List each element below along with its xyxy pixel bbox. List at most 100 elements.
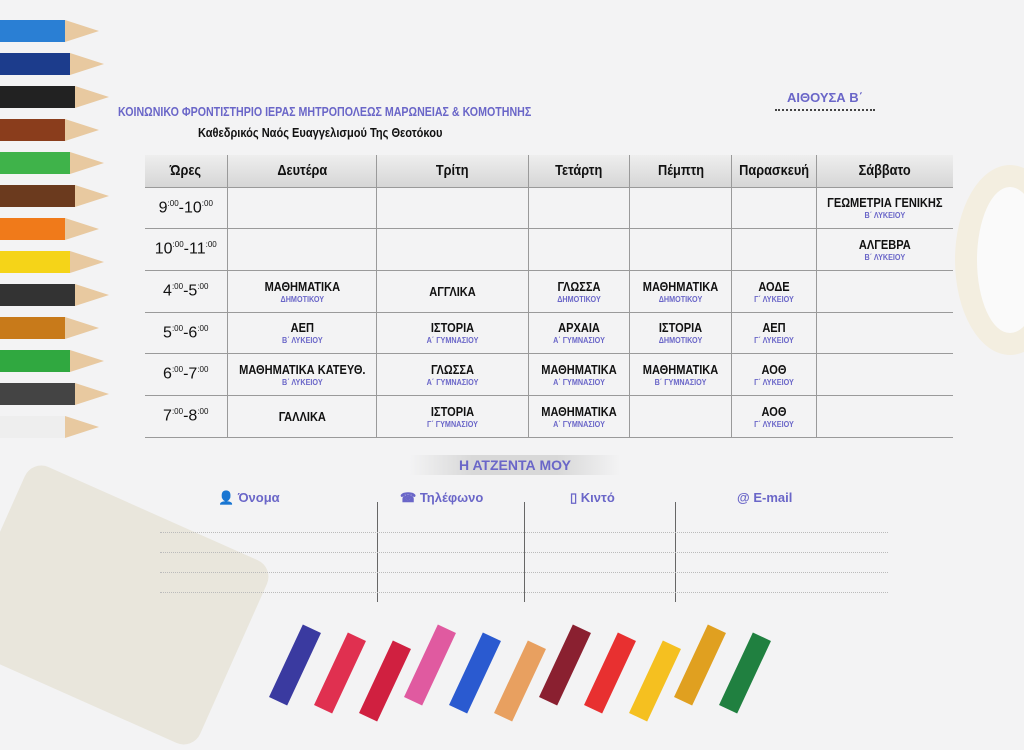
column-header-label: Ώρες xyxy=(170,162,202,180)
subject: ΜΑΘΗΜΑΤΙΚΑ ΚΑΤΕΥΘ. xyxy=(238,362,366,378)
subject: ΓΛΩΣΣΑ xyxy=(557,278,601,294)
lesson-cell: ΑΟΘ Γ΄ ΛΥΚΕΙΟΥ xyxy=(731,395,817,438)
school-subtitle: Καθεδρικός Ναός Ευαγγελισμού Της Θεοτόκο… xyxy=(198,125,443,140)
table-row: 10:00-11:00 ΑΛΓΕΒΡΑ Β΄ ΛΥΚΕΙΟΥ xyxy=(145,228,953,271)
lesson-cell xyxy=(731,228,817,271)
lesson-cell: ΜΑΘΗΜΑΤΙΚΑ ΔΗΜΟΤΙΚΟΥ xyxy=(629,270,732,313)
table-row: 4:00-5:00 ΜΑΘΗΜΑΤΙΚΑ ΔΗΜΟΤΙΚΟΥ ΑΓΓΛΙΚΑ ΓΛΩΣΣ… xyxy=(145,270,953,313)
room-label: ΑΙΘΟΥΣΑ Β΄ xyxy=(775,90,875,111)
pencil-image xyxy=(0,284,109,306)
subject: ΜΑΘΗΜΑΤΙΚΑ xyxy=(541,362,617,378)
class-level: ΔΗΜΟΤΙΚΟΥ xyxy=(280,293,324,304)
telephone-icon: ☎ xyxy=(400,490,417,505)
lesson-cell: ΜΑΘΗΜΑΤΙΚΑ Β΄ ΓΥΜΝΑΣΙΟΥ xyxy=(629,353,732,396)
lesson-cell: ΜΑΘΗΜΑΤΙΚΑ ΚΑΤΕΥΘ. Β΄ ΛΥΚΕΙΟΥ xyxy=(226,353,377,396)
class-level: Γ΄ ΛΥΚΕΙΟΥ xyxy=(754,377,795,388)
column-header: Ώρες xyxy=(145,155,227,188)
class-level: Γ΄ ΛΥΚΕΙΟΥ xyxy=(754,293,795,304)
pencil-image xyxy=(0,383,109,405)
subject: ΜΑΘΗΜΑΤΙΚΑ xyxy=(642,362,719,378)
lesson-cell: ΜΑΘΗΜΑΤΙΚΑ Α΄ ΓΥΜΝΑΣΙΟΥ xyxy=(528,395,630,438)
class-level: Β΄ ΛΥΚΕΙΟΥ xyxy=(864,210,906,221)
pencil-image xyxy=(719,632,771,714)
class-level: Α΄ ΓΥΜΝΑΣΙΟΥ xyxy=(426,335,479,346)
time-slot: 4:00-5:00 xyxy=(145,270,227,313)
column-header-label: Πέμπτη xyxy=(657,162,704,180)
time-slot: 9:00-10:00 xyxy=(145,187,227,230)
write-line xyxy=(160,572,888,573)
lesson-cell xyxy=(226,228,377,271)
lesson-cell xyxy=(731,187,817,230)
subject: ΑΟΔΕ xyxy=(758,278,790,294)
school-title: ΚΟΙΝΩΝΙΚΟ ΦΡΟΝΤΙΣΤΗΡΙΟ ΙΕΡΑΣ ΜΗΤΡΟΠΟΛΕΩΣ… xyxy=(118,104,532,119)
pencil-image xyxy=(0,218,99,240)
person-icon: 👤 xyxy=(218,490,235,505)
lesson-cell: ΙΣΤΟΡΙΑ Γ΄ ΓΥΜΝΑΣΙΟΥ xyxy=(376,395,529,438)
column-header: Τετάρτη xyxy=(528,155,630,188)
subject: ΑΡΧΑΙΑ xyxy=(558,320,601,336)
subject: ΜΑΘΗΜΑΤΙΚΑ xyxy=(642,278,719,294)
lesson-cell: ΑΓΓΛΙΚΑ xyxy=(376,270,529,313)
lesson-cell: ΑΕΠ Γ΄ ΛΥΚΕΙΟΥ xyxy=(731,312,817,355)
mobile-phone-icon: ▯ xyxy=(570,490,578,505)
column-header: Τρίτη xyxy=(376,155,529,188)
column-header: Σάββατο xyxy=(816,155,953,188)
lesson-cell xyxy=(376,187,529,230)
pencil-image xyxy=(674,624,726,706)
lesson-cell xyxy=(528,187,630,230)
column-header-label: Τετάρτη xyxy=(555,162,603,180)
agenda-column-header: ▯ Κιντό xyxy=(570,490,615,506)
lesson-cell: ΑΟΔΕ Γ΄ ΛΥΚΕΙΟΥ xyxy=(731,270,817,313)
time-slot: 6:00-7:00 xyxy=(145,353,227,396)
subject: ΜΑΘΗΜΑΤΙΚΑ xyxy=(264,278,340,294)
pencil-image xyxy=(0,317,99,339)
pencil-image xyxy=(0,20,99,42)
pencil-image xyxy=(0,350,104,372)
subject: ΑΕΠ xyxy=(762,320,786,336)
column-header: Παρασκευή xyxy=(731,155,817,188)
write-line xyxy=(160,532,888,533)
table-row: 5:00-6:00 ΑΕΠ Β΄ ΛΥΚΕΙΟΥ ΙΣΤΟΡΙΑ Α΄ ΓΥΜΝΑΣΙΟ… xyxy=(145,312,953,355)
time-slot: 10:00-11:00 xyxy=(145,228,227,271)
pencil-image xyxy=(359,640,411,722)
pencil-image xyxy=(494,640,546,722)
lesson-cell: ΜΑΘΗΜΑΤΙΚΑ Α΄ ΓΥΜΝΑΣΙΟΥ xyxy=(528,353,630,396)
class-level: Α΄ ΓΥΜΝΑΣΙΟΥ xyxy=(553,377,606,388)
agenda-column-header: ☎ Τηλέφωνο xyxy=(400,490,483,506)
column-header: Δευτέρα xyxy=(226,155,377,188)
class-level: Γ΄ ΓΥΜΝΑΣΙΟΥ xyxy=(427,418,479,429)
class-level: Γ΄ ΛΥΚΕΙΟΥ xyxy=(754,335,795,346)
column-header-label: Παρασκευή xyxy=(739,162,810,180)
table-row: 7:00-8:00 ΓΑΛΛΙΚΑ ΙΣΤΟΡΙΑ Γ΄ ΓΥΜΝΑΣΙΟΥ ΜΑΘΗΜ… xyxy=(145,395,953,438)
lesson-cell xyxy=(376,228,529,271)
pencil-image xyxy=(0,251,104,273)
subject: ΑΕΠ xyxy=(290,320,314,336)
agenda-column-header: 👤 Όνομα xyxy=(218,490,280,506)
pencil-image xyxy=(0,416,99,438)
pencil-image xyxy=(0,86,109,108)
lesson-cell: ΓΛΩΣΣΑ ΔΗΜΟΤΙΚΟΥ xyxy=(528,270,630,313)
lesson-cell: ΓΕΩΜΕΤΡΙΑ ΓΕΝΙΚΗΣ Β΄ ΛΥΚΕΙΟΥ xyxy=(816,187,953,230)
write-line xyxy=(160,552,888,553)
pencil-image xyxy=(584,632,636,714)
subject: ΓΕΩΜΕΤΡΙΑ ΓΕΝΙΚΗΣ xyxy=(827,195,943,211)
lesson-cell xyxy=(816,353,953,396)
class-level: ΔΗΜΟΤΙΚΟΥ xyxy=(557,293,601,304)
at-icon: @ xyxy=(737,490,750,505)
subject: ΑΟΘ xyxy=(761,362,787,378)
subject: ΑΛΓΕΒΡΑ xyxy=(859,237,911,253)
pencil-image xyxy=(269,624,321,706)
class-level: Α΄ ΓΥΜΝΑΣΙΟΥ xyxy=(426,377,479,388)
lesson-cell xyxy=(816,312,953,355)
pencil-image xyxy=(314,632,366,714)
subject: ΓΛΩΣΣΑ xyxy=(431,362,475,378)
lesson-cell: ΓΛΩΣΣΑ Α΄ ΓΥΜΝΑΣΙΟΥ xyxy=(376,353,529,396)
agenda-column-label: Κιντό xyxy=(580,490,615,505)
lesson-cell xyxy=(629,395,732,438)
lesson-cell: ΑΛΓΕΒΡΑ Β΄ ΛΥΚΕΙΟΥ xyxy=(816,228,953,271)
subject: ΙΣΤΟΡΙΑ xyxy=(431,320,475,336)
class-level: Γ΄ ΛΥΚΕΙΟΥ xyxy=(754,418,795,429)
tape-roll-image xyxy=(955,165,1024,355)
class-level: Β΄ ΛΥΚΕΙΟΥ xyxy=(281,335,323,346)
class-level: Α΄ ΓΥΜΝΑΣΙΟΥ xyxy=(553,335,606,346)
